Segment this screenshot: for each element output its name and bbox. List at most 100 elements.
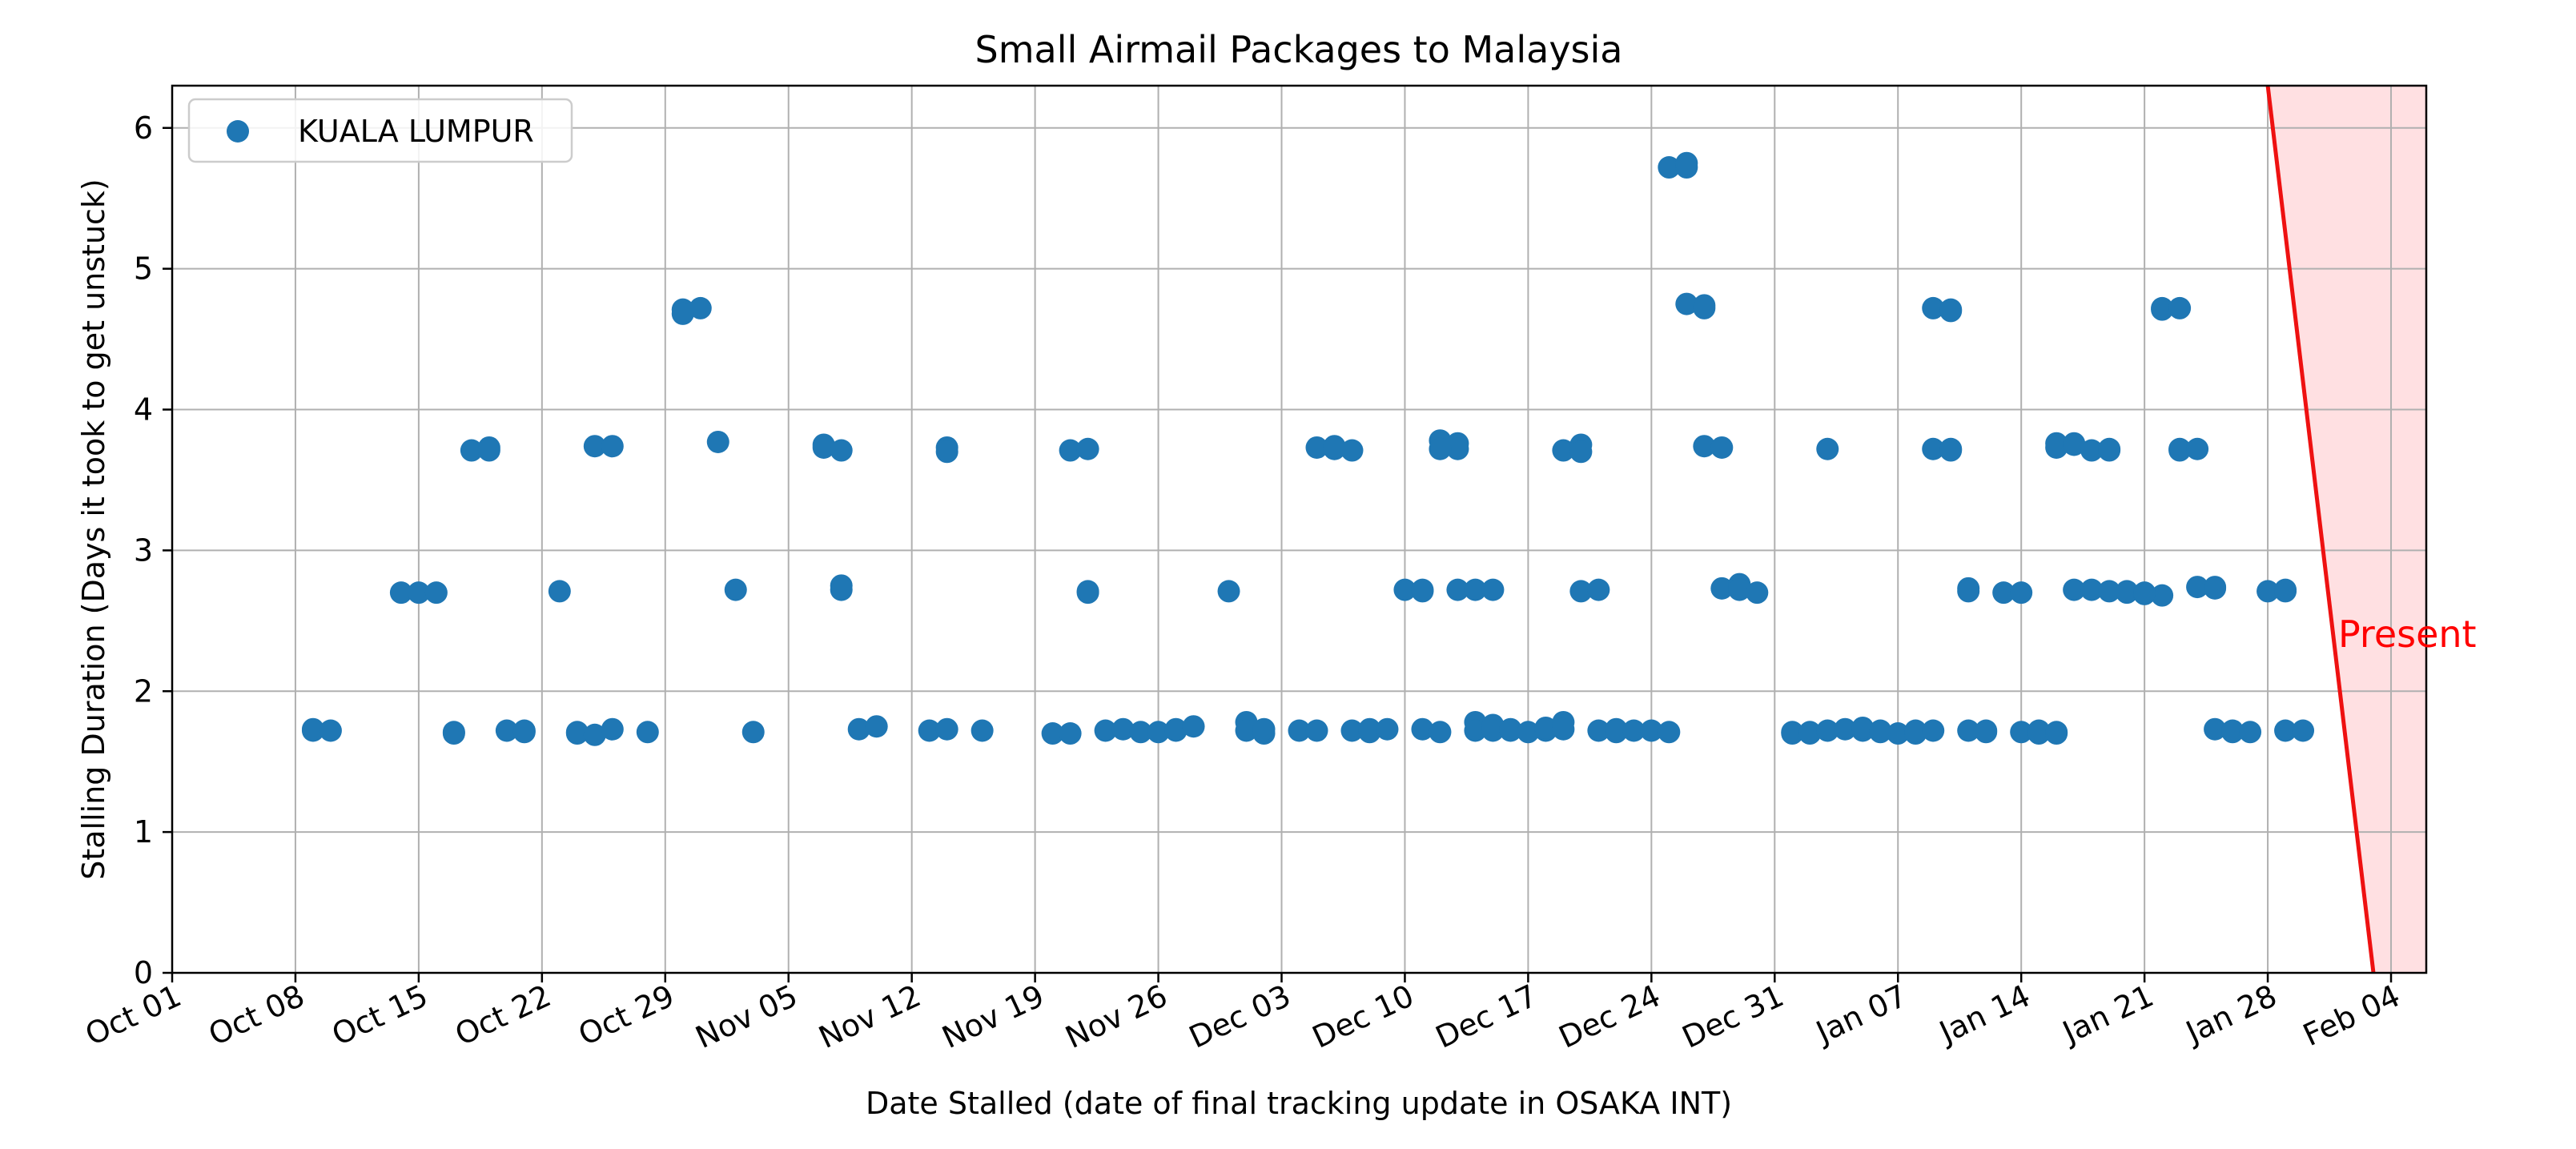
data-point — [812, 436, 835, 459]
present-line-group — [2265, 85, 2376, 974]
data-point — [1834, 717, 1857, 741]
data-point — [1393, 578, 1417, 601]
data-point — [1710, 436, 1734, 459]
data-point — [2116, 580, 2139, 603]
data-point — [1446, 578, 1469, 601]
data-point — [1446, 437, 1469, 460]
data-point — [1411, 717, 1434, 741]
data-point — [1376, 717, 1399, 741]
data-point — [1288, 719, 1311, 742]
present-shaded-region — [2268, 86, 2426, 973]
data-point — [495, 719, 518, 742]
data-point — [1076, 437, 1099, 460]
data-point — [1869, 721, 1892, 744]
present-annotation: Present — [2338, 613, 2477, 656]
data-point — [1076, 581, 1099, 605]
plot-area — [172, 86, 2426, 973]
data-point — [1464, 578, 1487, 601]
data-point — [2239, 721, 2262, 744]
data-point — [1781, 722, 1804, 745]
present-region — [2268, 86, 2426, 973]
data-point — [601, 435, 624, 458]
data-point — [301, 717, 324, 741]
data-point — [1728, 578, 1751, 601]
data-point — [1957, 580, 1980, 603]
data-point — [935, 717, 958, 741]
data-point — [2045, 722, 2068, 745]
data-point — [847, 717, 870, 741]
data-point — [1587, 578, 1610, 601]
data-point — [1922, 719, 1945, 742]
x-axis-label: Date Stalled (date of final tracking upd… — [866, 1086, 1732, 1121]
data-point — [1975, 721, 1998, 744]
present-line — [2265, 85, 2376, 974]
data-point — [1429, 437, 1452, 460]
y-tick-label: 1 — [134, 814, 153, 850]
data-point — [407, 581, 430, 605]
data-point — [2274, 719, 2297, 742]
data-point — [2151, 584, 2174, 607]
data-point — [1499, 719, 1522, 742]
legend-marker — [227, 120, 249, 143]
data-point — [2221, 721, 2244, 744]
data-point — [1235, 719, 1258, 742]
data-point — [1904, 719, 1927, 742]
data-point — [2168, 439, 2192, 462]
data-point — [565, 722, 589, 745]
data-point — [1605, 717, 1628, 741]
data-point — [1340, 439, 1364, 462]
data-point — [1481, 719, 1505, 742]
data-point — [1129, 721, 1152, 744]
plot-frame — [171, 84, 2428, 974]
data-point — [2168, 296, 2192, 319]
data-point — [1939, 298, 1963, 321]
data-point — [671, 302, 694, 325]
legend-label: KUALA LUMPUR — [298, 114, 534, 149]
y-axis-label: Stalling Duration (Days it took to get u… — [76, 179, 111, 880]
data-point — [1693, 435, 1716, 458]
data-point — [1798, 722, 1822, 745]
data-point — [1957, 719, 1980, 742]
data-point — [1710, 577, 1734, 600]
data-point — [1887, 722, 1910, 745]
data-point — [2292, 719, 2315, 742]
y-axis-ticks: 0 1 2 3 4 5 6 — [134, 110, 172, 990]
data-point — [1939, 439, 1963, 462]
data-point — [865, 715, 888, 738]
data-point — [1816, 719, 1839, 742]
data-point — [1922, 296, 1945, 319]
y-tick-label: 3 — [134, 532, 153, 568]
data-point — [1217, 580, 1240, 603]
data-point — [935, 440, 958, 464]
data-point — [1517, 721, 1540, 744]
data-point — [741, 721, 765, 744]
data-point — [1252, 717, 1276, 741]
data-point — [2063, 432, 2086, 455]
data-point — [1041, 722, 1064, 745]
data-point — [1164, 717, 1188, 741]
data-point — [1569, 580, 1593, 603]
data-point — [724, 578, 747, 601]
data-point — [319, 719, 342, 742]
data-point — [1922, 437, 1945, 460]
data-point — [1552, 439, 1575, 462]
data-point — [1429, 721, 1452, 744]
y-tick-label: 4 — [134, 392, 153, 428]
data-point — [1305, 719, 1328, 742]
legend: KUALA LUMPUR — [187, 98, 573, 163]
y-tick-label: 5 — [134, 251, 153, 287]
data-point — [636, 721, 659, 744]
data-point — [1693, 296, 1716, 319]
data-point — [1992, 581, 2015, 605]
data-point — [2010, 721, 2033, 744]
data-point — [1746, 581, 1769, 605]
data-point — [583, 435, 606, 458]
data-point — [548, 580, 571, 603]
data-point — [1411, 578, 1434, 601]
data-point — [689, 296, 712, 319]
data-point — [2027, 722, 2051, 745]
data-point — [830, 439, 853, 462]
data-point — [1658, 721, 1681, 744]
data-point — [1147, 721, 1170, 744]
